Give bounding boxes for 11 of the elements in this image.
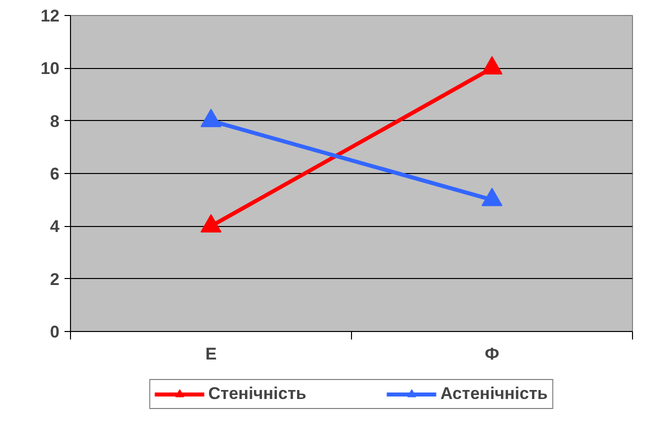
y-tick-label: 10 [40, 59, 60, 78]
legend-label: Астенічність [440, 384, 548, 404]
y-tick-label: 6 [50, 164, 60, 184]
x-tick-label: Ф [484, 344, 500, 364]
y-tick-label: 8 [50, 112, 60, 131]
y-tick-label: 4 [50, 217, 60, 236]
x-tick-label: Е [205, 344, 217, 364]
y-tick-label: 12 [40, 6, 60, 26]
legend-label: Стенічність [208, 384, 306, 404]
y-tick-label: 2 [50, 270, 60, 289]
y-tick-label: 0 [50, 322, 60, 342]
